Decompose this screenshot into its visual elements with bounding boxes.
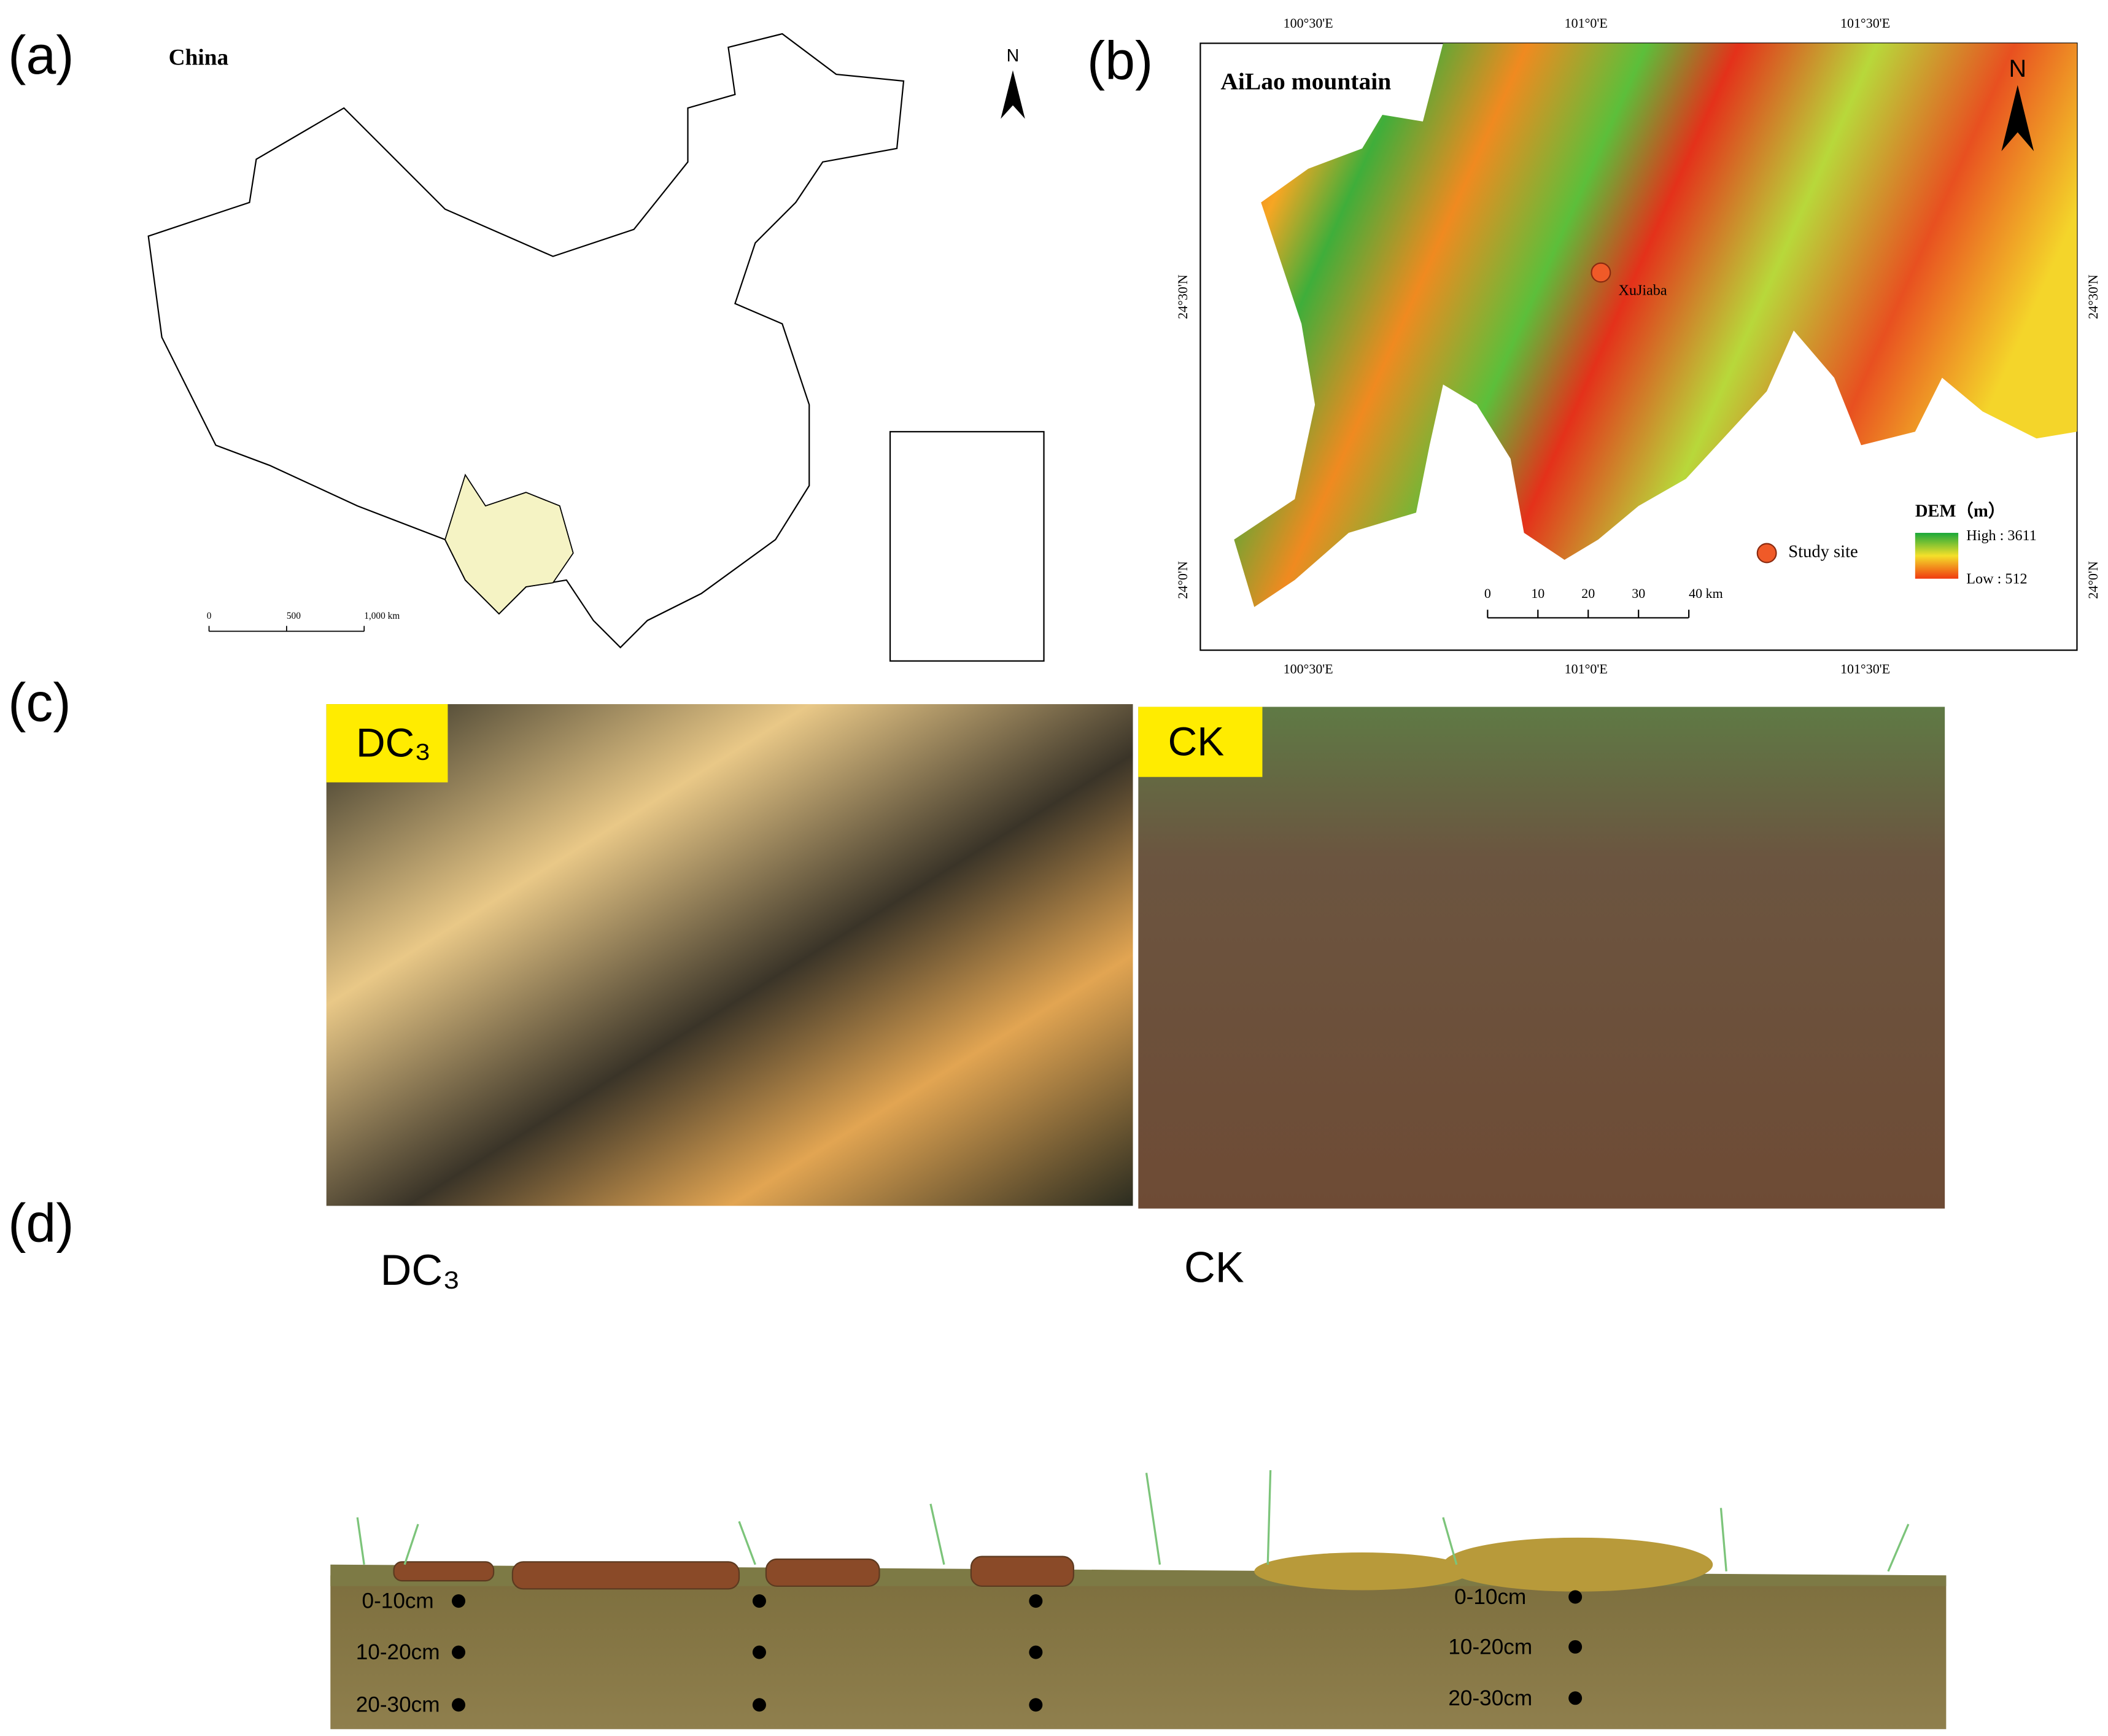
legend-ramp bbox=[1915, 533, 1959, 579]
longitude-label: 101°30'E bbox=[1840, 15, 1890, 31]
north-arrow bbox=[1001, 70, 1025, 119]
longitude-label: 101°30'E bbox=[1840, 661, 1890, 676]
scale-label: 500 bbox=[287, 611, 301, 621]
sampling-point bbox=[1029, 1645, 1043, 1659]
photo-label: CK bbox=[1168, 718, 1225, 764]
sampling-point bbox=[1568, 1640, 1583, 1654]
depth-label: 0-10cm bbox=[1454, 1585, 1526, 1609]
north-label: N bbox=[1007, 46, 1020, 66]
scale-label: 30 bbox=[1632, 586, 1645, 601]
photo-dc3 bbox=[326, 704, 1133, 1206]
map-title: China bbox=[169, 45, 229, 70]
longitude-label: 101°0'E bbox=[1565, 661, 1608, 676]
latitude-label: 24°0'N bbox=[1175, 561, 1190, 599]
legend-marker bbox=[1756, 543, 1777, 564]
grass bbox=[356, 1470, 1910, 1572]
map-title: AiLao mountain bbox=[1220, 68, 1391, 95]
dead-wood bbox=[393, 1556, 1074, 1590]
panel-label: (a) bbox=[8, 25, 74, 85]
sampling-point bbox=[1568, 1590, 1583, 1604]
sampling-point bbox=[1568, 1691, 1583, 1705]
longitude-label: 100°30'E bbox=[1284, 661, 1333, 676]
depth-label: 10-20cm bbox=[1448, 1635, 1532, 1659]
legend-high: High : 3611 bbox=[1966, 527, 2037, 544]
longitude-label: 100°30'E bbox=[1284, 15, 1333, 31]
legend-low: Low : 512 bbox=[1966, 570, 2027, 587]
sampling-point bbox=[452, 1594, 465, 1608]
yunnan-province bbox=[444, 473, 574, 615]
profile-label: DC₃ bbox=[381, 1246, 460, 1294]
soil-profile bbox=[330, 1575, 1947, 1729]
study-site-marker bbox=[1591, 262, 1611, 283]
scale-label: 1,000 km bbox=[364, 611, 400, 621]
dem-map bbox=[1234, 43, 2077, 607]
scale-label: 20 bbox=[1581, 586, 1595, 601]
latitude-label: 24°30'N bbox=[1175, 274, 1190, 319]
north-arrow bbox=[2001, 85, 2034, 152]
sampling-point bbox=[752, 1594, 766, 1608]
depth-label: 10-20cm bbox=[356, 1640, 440, 1664]
latitude-label: 24°30'N bbox=[2085, 274, 2101, 319]
scale-label: 40 km bbox=[1689, 586, 1723, 601]
scale-label: 0 bbox=[1484, 586, 1491, 601]
litter bbox=[1254, 1537, 1713, 1592]
photo-ck bbox=[1138, 707, 1945, 1209]
sampling-point bbox=[1029, 1594, 1043, 1608]
sampling-point bbox=[1029, 1698, 1043, 1712]
photo-label: DC₃ bbox=[356, 720, 431, 765]
latitude-label: 24°0'N bbox=[2085, 561, 2101, 599]
depth-label: 0-10cm bbox=[362, 1589, 434, 1613]
panel-label: (c) bbox=[8, 672, 71, 733]
depth-label: 20-30cm bbox=[1448, 1686, 1532, 1710]
sampling-point bbox=[752, 1645, 766, 1659]
scale-label: 10 bbox=[1531, 586, 1544, 601]
south-china-sea-inset bbox=[889, 431, 1045, 662]
site-label: XuJiaba bbox=[1618, 282, 1667, 298]
sampling-point bbox=[452, 1698, 465, 1712]
sampling-point bbox=[752, 1698, 766, 1712]
sampling-point bbox=[452, 1645, 465, 1659]
profile-label: CK bbox=[1184, 1242, 1244, 1291]
scale-label: 0 bbox=[207, 611, 212, 621]
depth-label: 20-30cm bbox=[356, 1693, 440, 1717]
legend-title: DEM（m） bbox=[1915, 501, 2005, 521]
panel-label: (b) bbox=[1087, 30, 1153, 91]
legend-label: Study site bbox=[1788, 543, 1858, 562]
panel-label: (d) bbox=[8, 1193, 74, 1254]
longitude-label: 101°0'E bbox=[1565, 15, 1608, 31]
north-label: N bbox=[2009, 55, 2027, 82]
photo-label-box bbox=[1138, 707, 1263, 777]
photo-label-box bbox=[326, 704, 448, 783]
